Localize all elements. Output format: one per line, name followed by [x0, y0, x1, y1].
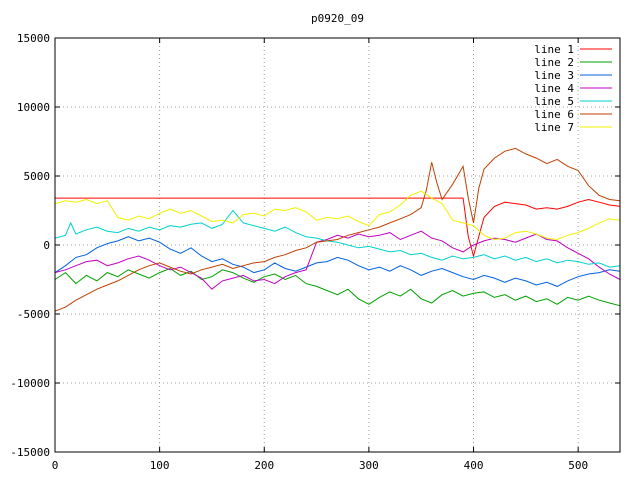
- y-tick-label: -15000: [10, 446, 50, 459]
- x-tick-label: 300: [359, 459, 379, 472]
- legend-label: line 4: [534, 82, 574, 95]
- y-tick-label: -5000: [17, 308, 50, 321]
- y-tick-label: 10000: [17, 101, 50, 114]
- chart-title: p0920_09: [311, 12, 364, 25]
- x-tick-label: 0: [52, 459, 59, 472]
- series-line-5: [54, 209, 621, 268]
- x-tick-label: 100: [150, 459, 170, 472]
- series-lines: [54, 147, 621, 312]
- legend-label: line 5: [534, 95, 574, 108]
- legend-label: line 7: [534, 121, 574, 134]
- legend-label: line 2: [534, 56, 574, 69]
- series-line-7: [54, 190, 621, 241]
- y-tick-label: 5000: [24, 170, 51, 183]
- series-line-2: [54, 267, 621, 307]
- axes: 0 100 200 300 400 500 -15000 -10000 -5000 0 5000 10…: [10, 32, 620, 472]
- legend-label: line 3: [534, 69, 574, 82]
- series-line-1: [55, 197, 621, 258]
- series-line-6: [54, 147, 621, 312]
- x-tick-label: 500: [568, 459, 588, 472]
- grid: [55, 38, 620, 452]
- x-tick-label: 200: [254, 459, 274, 472]
- legend-label: line 1: [534, 43, 574, 56]
- y-tick-label: 0: [43, 239, 50, 252]
- x-tick-label: 400: [464, 459, 484, 472]
- series-line-4: [54, 230, 621, 290]
- series-line-3: [54, 236, 621, 287]
- y-tick-label: -10000: [10, 377, 50, 390]
- legend-label: line 6: [534, 108, 574, 121]
- y-tick-label: 15000: [17, 32, 50, 45]
